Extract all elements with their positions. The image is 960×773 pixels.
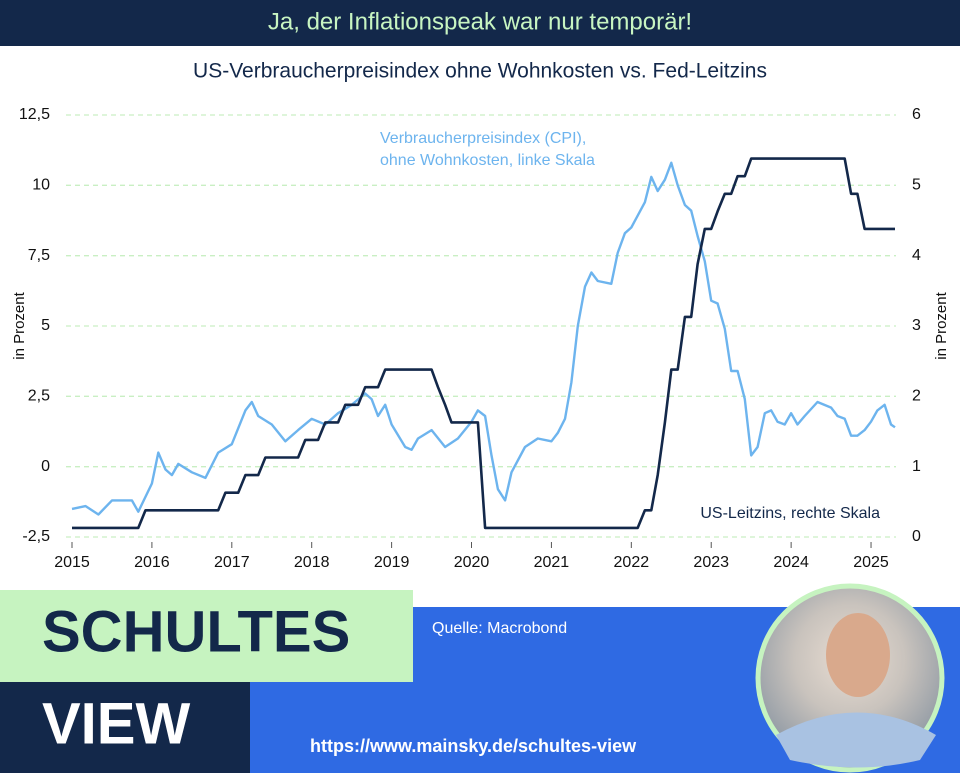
y2-tick-label: 4 bbox=[912, 247, 921, 264]
x-tick-label: 2015 bbox=[54, 554, 90, 571]
url[interactable]: https://www.mainsky.de/schultes-view bbox=[310, 736, 637, 756]
y2-axis-label: in Prozent bbox=[933, 291, 950, 359]
y2-tick-label: 2 bbox=[912, 388, 921, 405]
series-label: Verbraucherpreisindex (CPI), bbox=[380, 130, 586, 147]
x-tick-label: 2021 bbox=[534, 554, 570, 571]
x-tick-label: 2025 bbox=[853, 554, 889, 571]
x-tick-label: 2016 bbox=[134, 554, 170, 571]
y-axis-label: in Prozent bbox=[11, 291, 28, 359]
y-tick-label: 10 bbox=[32, 177, 50, 194]
y-tick-label: 12,5 bbox=[19, 106, 50, 123]
x-tick-label: 2024 bbox=[773, 554, 809, 571]
banner-bg bbox=[0, 0, 960, 46]
chart-title: US-Verbraucherpreisindex ohne Wohnkosten… bbox=[193, 60, 767, 83]
y2-tick-label: 5 bbox=[912, 177, 921, 194]
y2-tick-label: 6 bbox=[912, 106, 921, 123]
y-tick-label: 0 bbox=[41, 458, 50, 475]
brand-name-top: SCHULTES bbox=[42, 599, 350, 664]
series-line bbox=[71, 161, 896, 516]
x-tick-label: 2018 bbox=[294, 554, 330, 571]
y2-tick-label: 3 bbox=[912, 317, 921, 334]
plot: Verbraucherpreisindex (CPI), ohne Wohnkos… bbox=[71, 130, 896, 530]
y-tick-label: 7,5 bbox=[28, 247, 50, 264]
x-tick-label: 2022 bbox=[614, 554, 650, 571]
brand-blue-bg-2 bbox=[250, 682, 413, 773]
series-label: ohne Wohnkosten, linke Skala bbox=[380, 152, 595, 169]
portrait-face bbox=[826, 613, 890, 697]
y-tick-label: 5 bbox=[41, 317, 50, 334]
brand-top-bg bbox=[0, 590, 413, 682]
banner: Ja, der Inflationspeak war nur temporär! bbox=[268, 8, 692, 35]
x-tick-label: 2023 bbox=[693, 554, 729, 571]
x-tick-label: 2019 bbox=[374, 554, 410, 571]
x-tick-label: 2020 bbox=[454, 554, 490, 571]
x-tick-label: 2017 bbox=[214, 554, 250, 571]
y-tick-label: -2,5 bbox=[22, 528, 50, 545]
y-tick-label: 2,5 bbox=[28, 388, 50, 405]
series-label: US-Leitzins, rechte Skala bbox=[700, 505, 880, 522]
y2-tick-label: 1 bbox=[912, 458, 921, 475]
portrait-shirt bbox=[776, 712, 936, 768]
brand-bottom-bg bbox=[0, 682, 250, 773]
grid: -2,5 0 2,5 5 7,5 10 12,5 0 1 2 3 4 5 6 2015 2016 2017 201… bbox=[19, 106, 921, 571]
brand-name-bottom: VIEW bbox=[42, 691, 190, 756]
series-line bbox=[72, 157, 895, 530]
source: Quelle: Macrobond bbox=[432, 620, 567, 637]
y2-tick-label: 0 bbox=[912, 528, 921, 545]
